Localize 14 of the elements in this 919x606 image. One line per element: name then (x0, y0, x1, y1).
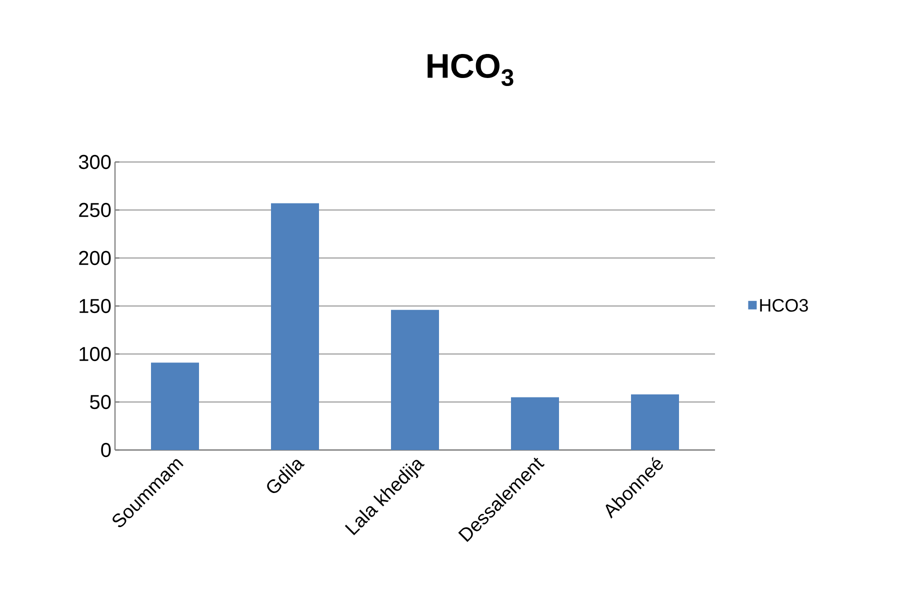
y-tick-label: 250 (79, 202, 111, 218)
bar (151, 362, 200, 450)
legend-label: HCO3 (760, 298, 808, 312)
y-tick-label: 100 (80, 346, 111, 362)
bar (391, 310, 440, 450)
y-tick-label: 300 (78, 154, 111, 170)
y-tick-label: 150 (80, 298, 111, 314)
bar (511, 397, 560, 450)
y-tick-label: 0 (101, 442, 111, 458)
bar (631, 394, 680, 450)
chart-title: HCO$_{3}$ (428, 54, 514, 86)
y-tick-label: 50 (90, 394, 111, 410)
bar (271, 203, 320, 450)
y-tick-label: 200 (79, 250, 111, 266)
